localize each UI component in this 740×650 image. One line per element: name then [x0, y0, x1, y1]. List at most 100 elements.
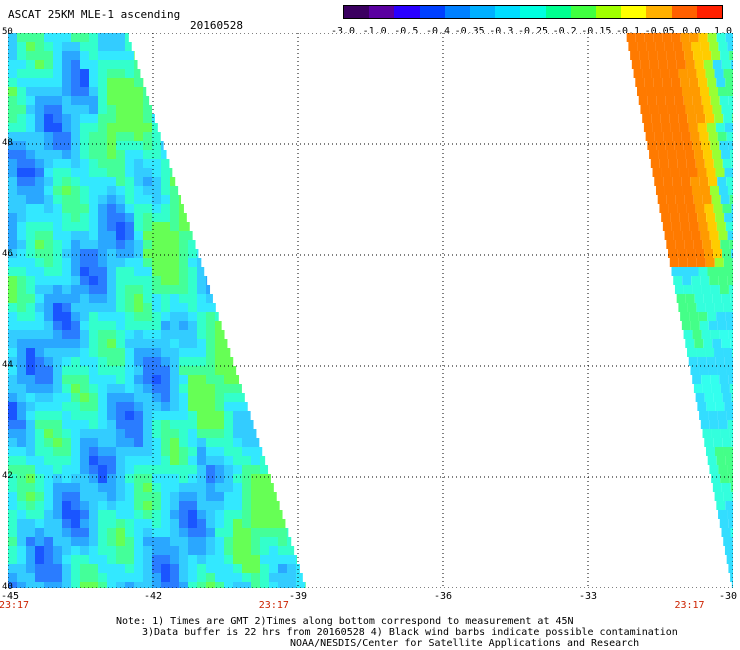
wind-cell: [71, 537, 80, 546]
wind-cell: [697, 213, 707, 222]
wind-cell: [80, 519, 89, 528]
wind-cell: [709, 420, 719, 429]
wind-cell: [152, 339, 161, 348]
wind-cell: [53, 240, 62, 249]
wind-cell: [26, 420, 35, 429]
wind-cell: [98, 240, 107, 249]
note-line-3: NOAA/NESDIS/Center for Satellite Applica…: [290, 638, 640, 649]
wind-cell: [134, 348, 143, 357]
wind-cell: [688, 123, 698, 132]
wind-cell: [684, 51, 694, 60]
wind-cell: [143, 483, 152, 492]
wind-cell: [233, 564, 242, 573]
wind-cell: [107, 150, 116, 159]
wind-cell: [269, 519, 278, 528]
wind-cell: [107, 474, 116, 483]
wind-cell: [215, 582, 224, 588]
wind-cell: [26, 366, 35, 375]
wind-cell: [80, 402, 89, 411]
wind-cell: [71, 366, 80, 375]
wind-cell: [251, 465, 260, 474]
wind-cell: [721, 483, 731, 492]
wind-cell: [80, 564, 89, 573]
wind-cell: [80, 258, 89, 267]
wind-cell: [35, 249, 44, 258]
wind-cell: [161, 366, 170, 375]
wind-cell: [8, 69, 17, 78]
wind-cell: [89, 123, 98, 132]
wind-cell: [62, 168, 71, 177]
wind-cell: [98, 213, 107, 222]
wind-cell: [125, 78, 134, 87]
colorbar-segment: [394, 6, 420, 18]
wind-cell: [718, 186, 728, 195]
wind-cell: [260, 573, 269, 582]
wind-cell: [251, 537, 260, 546]
wind-cell: [206, 312, 215, 321]
wind-cell: [703, 150, 713, 159]
wind-cell: [682, 42, 692, 51]
wind-cell: [8, 60, 17, 69]
wind-cell: [682, 276, 692, 285]
wind-cell: [35, 492, 44, 501]
wind-cell: [98, 510, 107, 519]
wind-cell: [62, 582, 71, 588]
wind-cell: [89, 573, 98, 582]
wind-cell: [215, 393, 224, 402]
wind-cell: [170, 222, 179, 231]
wind-cell: [62, 159, 71, 168]
wind-cell: [125, 141, 134, 150]
wind-cell: [71, 33, 80, 42]
wind-cell: [125, 249, 134, 258]
wind-cell: [278, 546, 287, 555]
wind-cell: [71, 105, 80, 114]
wind-cell: [206, 411, 215, 420]
wind-cell: [116, 429, 125, 438]
wind-cell: [687, 303, 697, 312]
wind-cell: [80, 78, 89, 87]
wind-cell: [35, 582, 44, 588]
wind-cell: [26, 168, 35, 177]
wind-cell: [143, 384, 152, 393]
wind-cell: [197, 348, 206, 357]
wind-cell: [179, 573, 188, 582]
wind-cell: [716, 456, 726, 465]
wind-cell: [143, 411, 152, 420]
wind-cell: [725, 267, 733, 276]
wind-cell: [251, 510, 260, 519]
wind-cell: [71, 573, 80, 582]
wind-cell: [179, 303, 188, 312]
wind-cell: [710, 375, 720, 384]
wind-cell: [696, 348, 706, 357]
wind-cell: [242, 528, 251, 537]
wind-cell: [170, 546, 179, 555]
wind-cell: [170, 537, 179, 546]
wind-cell: [35, 132, 44, 141]
wind-cell: [242, 546, 251, 555]
wind-cell: [116, 33, 125, 42]
wind-cell: [188, 375, 197, 384]
wind-cell: [89, 375, 98, 384]
wind-cell: [679, 123, 689, 132]
wind-cell: [170, 474, 179, 483]
wind-cell: [197, 285, 206, 294]
wind-cell: [152, 546, 161, 555]
wind-cell: [696, 114, 706, 123]
wind-cell: [80, 357, 89, 366]
wind-cell: [197, 501, 206, 510]
wind-cell: [62, 330, 71, 339]
wind-cell: [242, 564, 251, 573]
wind-cell: [152, 222, 161, 231]
wind-cell: [53, 186, 62, 195]
wind-cell: [161, 240, 170, 249]
wind-cell: [712, 105, 722, 114]
colorbar-label: -0.1: [615, 26, 641, 37]
wind-cell: [643, 123, 653, 132]
wind-cell: [658, 105, 668, 114]
wind-cell: [701, 285, 711, 294]
wind-cell: [44, 249, 53, 258]
wind-cell: [89, 294, 98, 303]
wind-cell: [179, 510, 188, 519]
wind-cell: [53, 384, 62, 393]
wind-cell: [170, 186, 179, 195]
